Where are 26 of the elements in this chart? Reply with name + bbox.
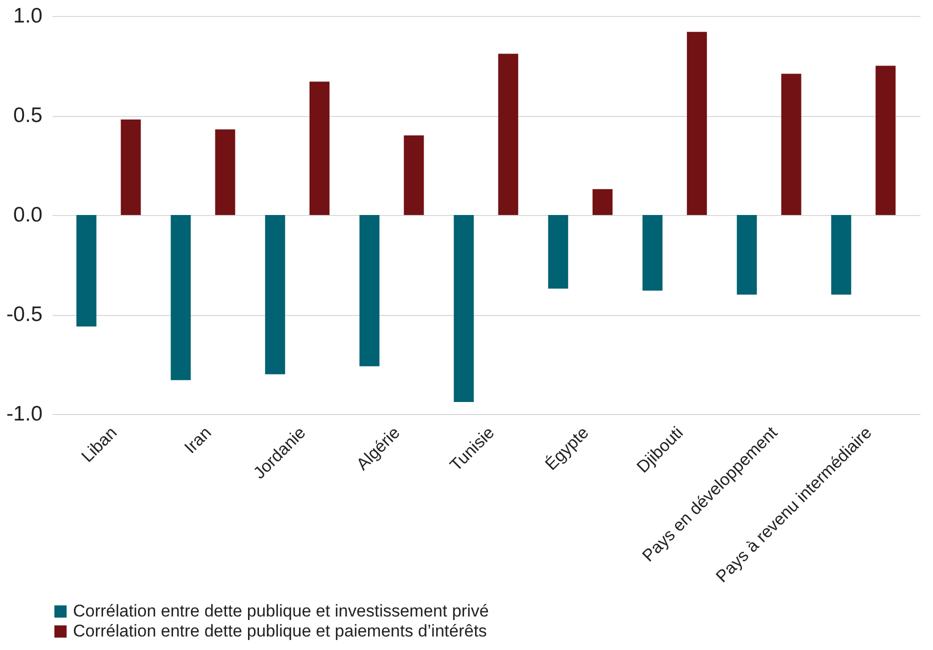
bar [265,215,286,374]
bar [736,215,757,295]
bar [876,66,896,215]
bar [120,119,141,215]
bar [592,189,613,215]
y-tick-label: 0.0 [13,204,42,226]
bar [548,215,568,289]
y-tick-label: 0.5 [13,104,42,127]
legend-label: Corrélation entre dette publique et paiements d’intérêts [73,622,487,640]
bar [359,215,380,366]
x-tick-label: Iran [180,423,215,458]
bar [686,32,707,215]
bar [215,129,236,215]
bar [76,215,96,326]
bar [404,135,424,215]
y-tick-label: -1.0 [6,402,42,426]
y-tick-label: -0.5 [6,303,42,326]
bar [454,215,474,402]
bar [781,74,802,215]
legend-label: Corrélation entre dette publique et investissement privé [73,602,489,620]
bar [170,215,191,380]
bar [498,54,518,215]
bar [310,82,330,215]
y-tick-label: 1.0 [13,4,42,28]
bar [642,215,662,291]
bar [831,215,852,295]
